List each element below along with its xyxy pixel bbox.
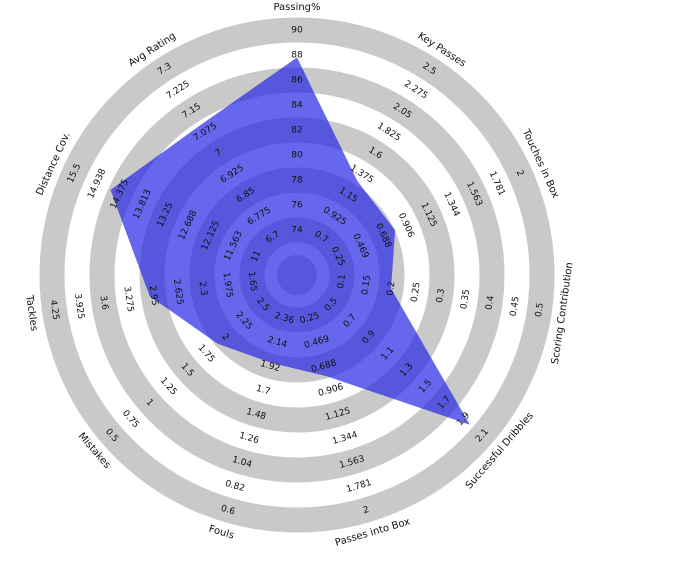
axis-label: Passing% [273, 2, 320, 13]
tick-label: 1.344 [331, 430, 359, 447]
tick-label: 1.7 [255, 384, 272, 398]
tick-label: 1.25 [158, 376, 179, 398]
tick-label: 0.2 [386, 281, 398, 297]
tick-label: 1 [144, 398, 155, 409]
tick-label: 11 [250, 249, 264, 264]
radar-area [110, 57, 470, 425]
tick-label: 88 [291, 51, 303, 61]
ring [39, 17, 555, 533]
tick-label: 2 [219, 332, 230, 343]
tick-label: 4.25 [48, 299, 61, 320]
tick-label: 0.15 [360, 274, 373, 295]
tick-label: 2.275 [402, 79, 429, 101]
tick-label: 78 [291, 176, 303, 186]
tick-label: 1.65 [246, 271, 259, 292]
tick-label: 0.1 [336, 274, 348, 290]
tick-label: 0.4 [485, 295, 497, 311]
tick-label: 2 [514, 169, 525, 178]
tick-label: 2.3 [197, 281, 209, 297]
tick-label: 2 [362, 505, 370, 516]
tick-label: 2.95 [147, 285, 160, 306]
axis-label: Fouls [207, 524, 235, 542]
tick-label: 0.3 [435, 288, 447, 304]
axis-label: Tackles [23, 294, 39, 332]
tick-label: 74 [291, 226, 303, 236]
tick-label: 84 [291, 101, 303, 111]
tick-label: 7 [214, 148, 224, 160]
tick-label: 1.75 [196, 343, 217, 365]
tick-label: 76 [291, 201, 303, 211]
tick-label: 86 [291, 76, 303, 86]
tick-label: 82 [291, 126, 302, 136]
tick-label: 0.5 [534, 302, 546, 318]
tick-label: 7.225 [165, 79, 192, 101]
tick-label: 0.45 [509, 296, 522, 317]
tick-label: 0.906 [396, 212, 416, 240]
tick-label: 1.781 [345, 478, 373, 495]
tick-label: 0.82 [224, 479, 246, 494]
tick-label: 14.938 [86, 167, 108, 200]
tick-label: 1.26 [238, 431, 260, 446]
tick-label: 3.925 [72, 293, 86, 320]
tick-label: 1.781 [487, 170, 507, 198]
tick-label: 3.6 [98, 295, 110, 311]
tick-label: 90 [291, 26, 303, 36]
tick-label: 2.625 [171, 279, 185, 306]
tick-label: 0.25 [410, 282, 423, 303]
tick-label: 1.975 [220, 272, 234, 299]
tick-label: 0.75 [120, 409, 141, 431]
tick-label: 0.35 [459, 289, 472, 310]
tick-label: 1.825 [375, 121, 402, 143]
tick-label: 3.275 [121, 286, 135, 313]
tick-label: 0.906 [317, 382, 345, 399]
tick-label: 0.6 [220, 504, 237, 518]
tick-label: 1.344 [441, 191, 461, 219]
tick-label: 80 [291, 151, 303, 161]
